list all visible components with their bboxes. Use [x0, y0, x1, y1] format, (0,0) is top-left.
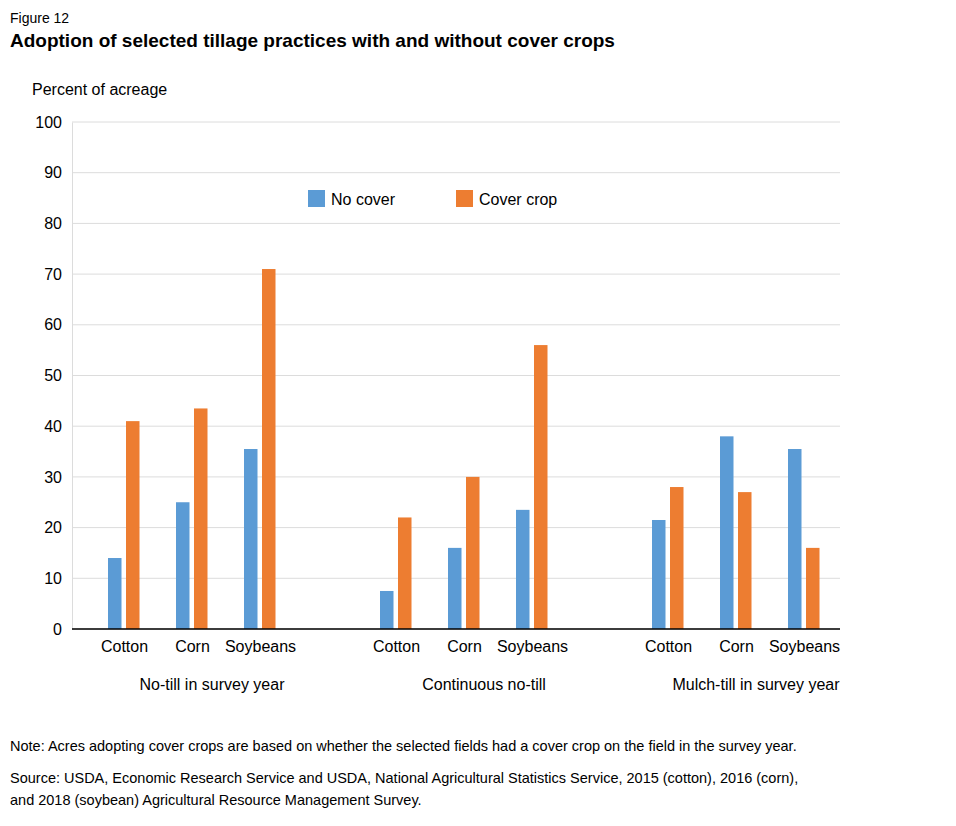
- figure-label: Figure 12: [10, 10, 69, 26]
- legend-swatch: [308, 190, 325, 207]
- y-tick: 70: [44, 266, 72, 283]
- legend-swatch: [456, 190, 473, 207]
- x-tick: Soybeans: [497, 638, 568, 655]
- x-tick: Corn: [447, 638, 482, 655]
- x-tick: Corn: [719, 638, 754, 655]
- y-tick-label: 80: [44, 215, 62, 232]
- grid-line: [72, 426, 840, 427]
- y-tick: 10: [44, 570, 72, 587]
- chart: Figure 12 Adoption of selected tillage pr…: [0, 0, 956, 826]
- y-tick: 100: [35, 114, 72, 131]
- bar: [652, 520, 666, 629]
- y-tick-label: 70: [44, 266, 62, 283]
- bars: [108, 269, 820, 629]
- y-axis: 0 10 20 30 40 50 60 70 80 90 100: [35, 114, 72, 638]
- bar: [380, 591, 394, 629]
- bar: [126, 421, 140, 629]
- x-tick: Cotton: [373, 638, 420, 655]
- grid-line: [72, 274, 840, 275]
- bar: [516, 510, 530, 629]
- source: Source: USDA, Economic Research Service …: [10, 770, 798, 786]
- legend-label: No cover: [331, 191, 396, 208]
- x-tick-label: Corn: [719, 638, 754, 655]
- y-tick: 20: [44, 519, 72, 536]
- x-tick: Cotton: [101, 638, 148, 655]
- bar: [108, 558, 122, 629]
- y-tick: 40: [44, 418, 72, 435]
- x-tick: Soybeans: [225, 638, 296, 655]
- y-tick: 90: [44, 164, 72, 181]
- x-axis: Cotton Corn Soybeans Cotton Corn Soybeans Cott…: [101, 638, 840, 655]
- x-tick: Corn: [175, 638, 210, 655]
- y-tick-label: 10: [44, 570, 62, 587]
- x-tick-label: Soybeans: [769, 638, 840, 655]
- bar: [244, 449, 258, 629]
- bar: [670, 487, 684, 629]
- x-tick: Cotton: [645, 638, 692, 655]
- bar: [176, 502, 190, 629]
- bar: [262, 269, 276, 629]
- y-tick-label: 0: [53, 621, 62, 638]
- y-axis-line: [72, 123, 73, 630]
- bar: [788, 449, 802, 629]
- grid: [72, 122, 840, 629]
- y-tick-label: 60: [44, 316, 62, 333]
- legend-label: Cover crop: [479, 191, 557, 208]
- y-axis-title: Percent of acreage: [32, 81, 167, 98]
- grid-line: [72, 172, 840, 173]
- note: Note: Acres adopting cover crops are bas…: [10, 738, 797, 754]
- bar: [806, 548, 820, 629]
- bar: [194, 408, 208, 629]
- bar: [466, 477, 480, 629]
- x-tick: Soybeans: [769, 638, 840, 655]
- x-tick-label: Soybeans: [225, 638, 296, 655]
- grid-line: [72, 375, 840, 376]
- source: and 2018 (soybean) Agricultural Resource…: [10, 792, 422, 808]
- bar: [738, 492, 752, 629]
- y-tick-label: 90: [44, 164, 62, 181]
- bar: [720, 436, 734, 629]
- y-tick-label: 40: [44, 418, 62, 435]
- y-tick-label: 100: [35, 114, 62, 131]
- y-tick: 50: [44, 367, 72, 384]
- bar: [534, 345, 548, 629]
- legend: No cover Cover crop: [308, 190, 557, 208]
- series: [108, 436, 802, 629]
- y-tick-label: 20: [44, 519, 62, 536]
- x-tick-label: Corn: [447, 638, 482, 655]
- x-tick-label: Cotton: [645, 638, 692, 655]
- y-tick: 0: [53, 621, 72, 638]
- group-label: Continuous no-till: [422, 676, 546, 693]
- grid-line: [72, 223, 840, 224]
- x-tick-label: Cotton: [101, 638, 148, 655]
- x-tick-label: Cotton: [373, 638, 420, 655]
- x-tick-label: Corn: [175, 638, 210, 655]
- bar: [448, 548, 462, 629]
- series: [126, 269, 820, 629]
- grid-line: [72, 629, 840, 630]
- x-tick-label: Soybeans: [497, 638, 568, 655]
- group-label: No-till in survey year: [140, 676, 286, 693]
- y-tick: 60: [44, 316, 72, 333]
- group-label: Mulch-till in survey year: [672, 676, 840, 693]
- grid-line: [72, 122, 840, 123]
- bar: [398, 517, 412, 629]
- y-tick: 30: [44, 469, 72, 486]
- y-tick-label: 30: [44, 469, 62, 486]
- title: Adoption of selected tillage practices w…: [10, 30, 615, 51]
- y-tick: 80: [44, 215, 72, 232]
- y-tick-label: 50: [44, 367, 62, 384]
- grid-line: [72, 324, 840, 325]
- baseline: [72, 628, 840, 630]
